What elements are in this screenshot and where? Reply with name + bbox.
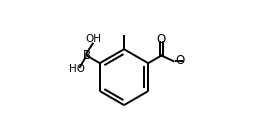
Text: O: O: [157, 33, 166, 46]
Text: HO: HO: [69, 65, 84, 74]
Text: OH: OH: [86, 34, 101, 44]
Text: B: B: [83, 49, 91, 62]
Text: O: O: [175, 54, 185, 67]
